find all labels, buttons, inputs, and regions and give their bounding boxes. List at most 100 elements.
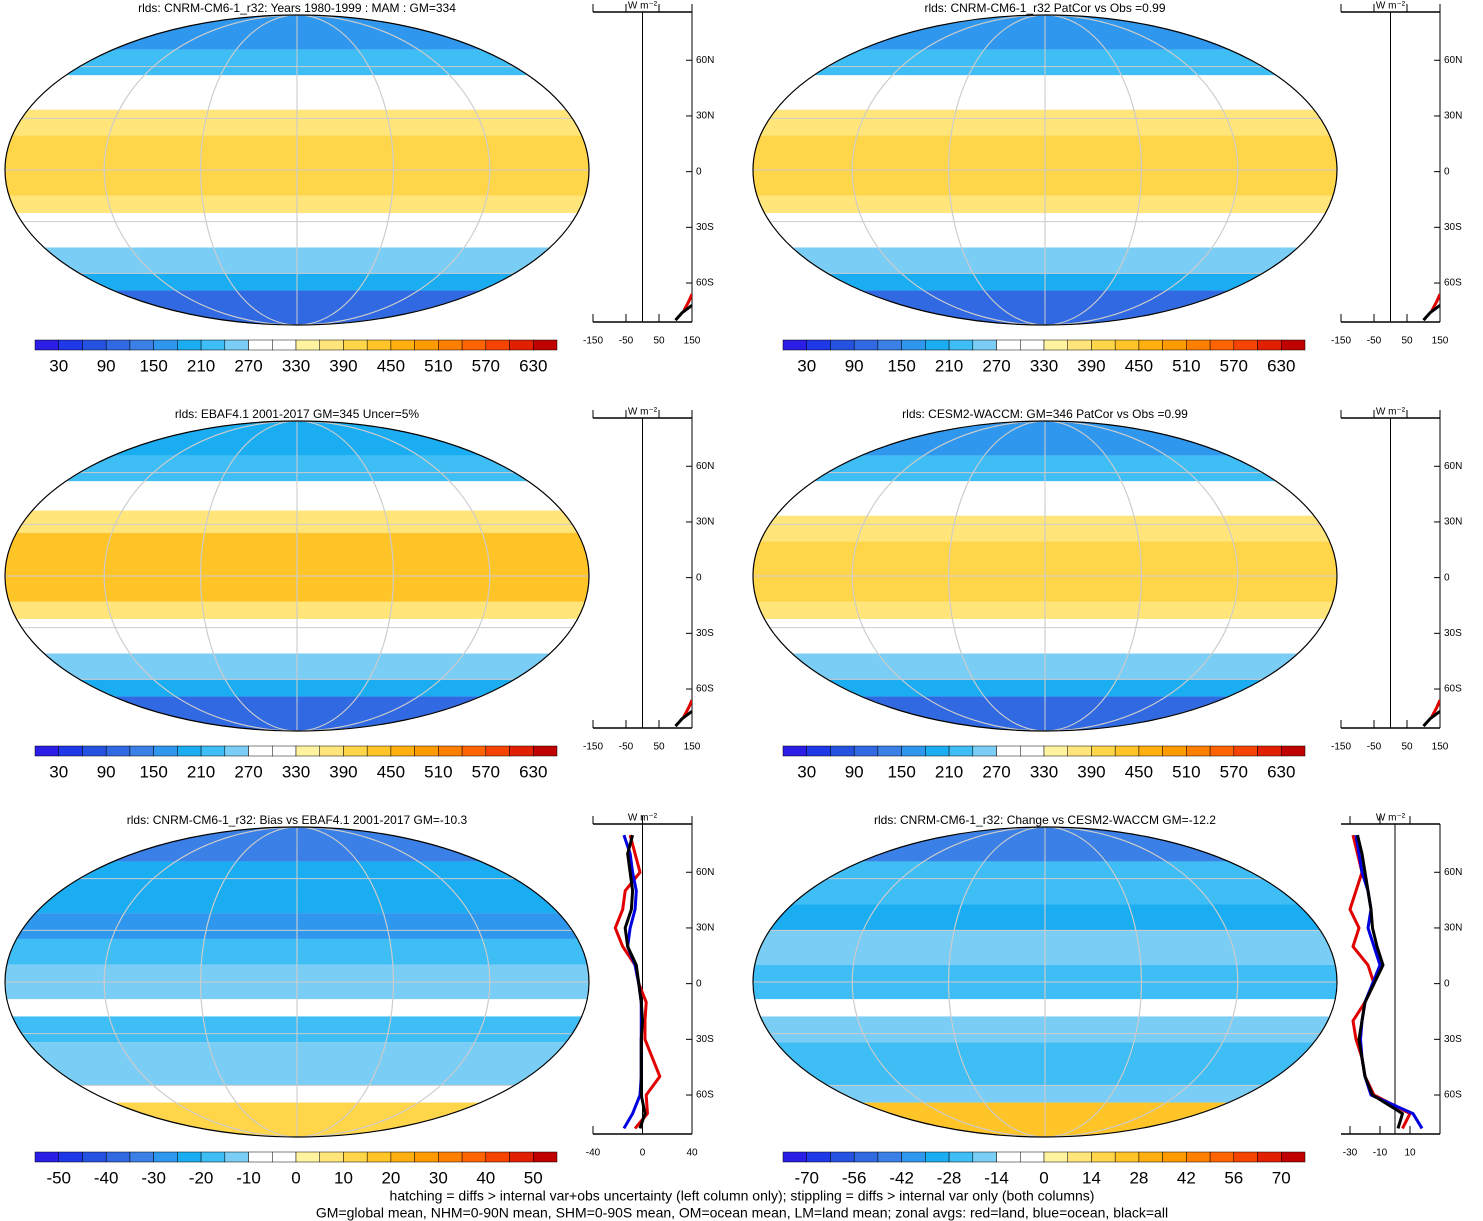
colorbar-box <box>1281 745 1306 757</box>
colorbar-label: 30 <box>49 762 68 781</box>
colorbar-box <box>34 745 59 757</box>
colorbar-label: 42 <box>1177 1168 1196 1187</box>
colorbar-label: 570 <box>472 762 500 781</box>
colorbar-box <box>948 745 974 757</box>
colorbar-box <box>1257 339 1282 351</box>
x-tick-label: -30 <box>1343 1148 1358 1159</box>
colorbar-box <box>414 339 439 351</box>
colorbar-box <box>972 339 997 351</box>
colorbar-box <box>224 339 249 351</box>
unit-label: W m⁻² <box>1376 813 1406 824</box>
colorbar-box <box>295 745 320 757</box>
y-tick-label: 30N <box>696 923 714 934</box>
y-tick-label: 30N <box>696 111 714 122</box>
zonal-lines <box>613 834 662 1130</box>
x-tick-label: -40 <box>586 1148 601 1159</box>
colorbar-label: 270 <box>234 356 262 375</box>
panel-title: rlds: CNRM-CM6-1_r32 PatCor vs Obs =0.99 <box>924 1 1165 15</box>
colorbar-box <box>272 745 297 757</box>
colorbar-box <box>177 1151 202 1163</box>
colorbar-label: -70 <box>794 1168 819 1187</box>
zonal-line <box>682 699 692 718</box>
panel: rlds: EBAF4.1 2001-2017 GM=345 Uncer=5% 3… <box>4 407 714 781</box>
colorbar-label: 90 <box>97 356 116 375</box>
colorbar-label: 40 <box>476 1168 495 1187</box>
x-tick-label: -10 <box>1373 1148 1388 1159</box>
map <box>5 827 589 1137</box>
colorbar-box <box>248 1151 273 1163</box>
x-tick-label: -50 <box>619 336 634 347</box>
colorbar-label: -40 <box>94 1168 119 1187</box>
x-tick-label: -150 <box>1331 742 1351 753</box>
meridian <box>948 827 1142 1137</box>
zonal-lines <box>674 293 692 322</box>
zonal-lines <box>674 699 692 728</box>
colorbar-box <box>1138 745 1163 757</box>
colorbar-label: 270 <box>234 762 262 781</box>
colorbar-label: -30 <box>141 1168 166 1187</box>
colorbar-box <box>34 1151 59 1163</box>
x-tick-label: -50 <box>1367 336 1382 347</box>
meridian <box>103 827 491 1137</box>
colorbar-label: 450 <box>377 762 405 781</box>
y-tick-label: 60N <box>1444 55 1462 66</box>
colorbar-label: 90 <box>97 762 116 781</box>
unit-label: W m⁻² <box>628 1 658 12</box>
colorbar-box <box>1233 745 1258 757</box>
colorbar-box <box>853 745 879 757</box>
colorbar-box <box>319 339 344 351</box>
y-tick-label: 60S <box>696 684 714 695</box>
colorbar-box <box>853 339 879 351</box>
y-tick-label: 60S <box>696 278 714 289</box>
colorbar-box <box>82 339 107 351</box>
colorbar-box <box>129 745 154 757</box>
panel: rlds: CNRM-CM6-1_r32: Years 1980-1999 : … <box>4 1 714 375</box>
panel: rlds: CNRM-CM6-1_r32 PatCor vs Obs =0.99… <box>752 1 1462 375</box>
zonal-line <box>682 293 692 312</box>
colorbar-label: 210 <box>187 356 215 375</box>
colorbar-label: 570 <box>1220 762 1248 781</box>
colorbar-box <box>996 745 1021 757</box>
colorbar-box <box>343 339 368 351</box>
colorbar-box <box>177 339 202 351</box>
x-tick-label: 50 <box>1401 742 1413 753</box>
zonal-line <box>1422 710 1440 728</box>
colorbar-box <box>390 745 415 757</box>
colorbar-box <box>1067 1151 1092 1163</box>
colorbar-box <box>224 745 249 757</box>
colorbar-box <box>1020 339 1045 351</box>
x-tick-label: 10 <box>1404 1148 1416 1159</box>
colorbar-box <box>853 1151 879 1163</box>
colorbar-label: 90 <box>845 356 864 375</box>
x-tick-label: 150 <box>684 742 701 753</box>
colorbar-box <box>319 1151 344 1163</box>
panel-title: rlds: CNRM-CM6-1_r32: Change vs CESM2-WA… <box>874 813 1216 827</box>
panel-title: rlds: CESM2-WACCM: GM=346 PatCor vs Obs … <box>902 407 1188 421</box>
colorbar-box <box>830 339 855 351</box>
colorbar-box <box>996 1151 1021 1163</box>
colorbar-box <box>1114 1151 1140 1163</box>
colorbar-box <box>1186 1151 1211 1163</box>
colorbar-label: 450 <box>1125 762 1153 781</box>
colorbar-box <box>295 339 320 351</box>
colorbar-box <box>153 339 178 351</box>
y-tick-label: 0 <box>1444 572 1450 583</box>
colorbar-box <box>200 339 226 351</box>
colorbar-label: 0 <box>291 1168 300 1187</box>
colorbar-box <box>200 1151 226 1163</box>
colorbar-box <box>806 339 831 351</box>
colorbar-box <box>877 1151 902 1163</box>
y-tick-label: 30S <box>1444 628 1462 639</box>
colorbar-label: 30 <box>49 356 68 375</box>
colorbar-box <box>1162 339 1187 351</box>
x-tick-label: 150 <box>684 336 701 347</box>
colorbar-box <box>1091 1151 1116 1163</box>
colorbar-box <box>782 745 807 757</box>
colorbar-label: 570 <box>1220 356 1248 375</box>
map-border <box>4 420 590 732</box>
colorbar-box <box>153 1151 178 1163</box>
colorbar-box <box>366 745 392 757</box>
colorbar-box <box>1257 1151 1282 1163</box>
map-border <box>4 14 590 326</box>
